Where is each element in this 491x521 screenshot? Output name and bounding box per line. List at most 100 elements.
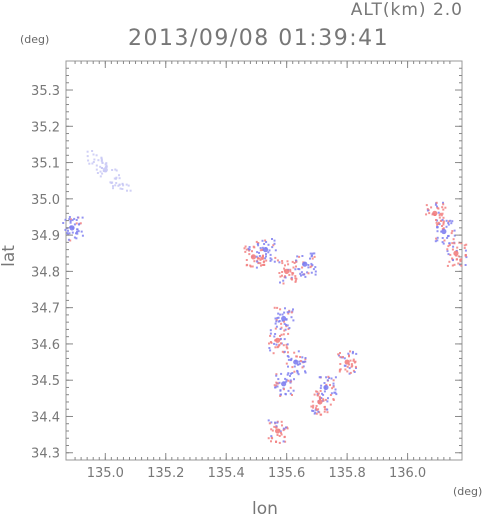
data-point [283,320,285,323]
data-point [301,366,304,369]
x-tick-label: 135.6 [268,466,305,481]
cluster-center [250,254,257,260]
data-point [284,393,287,396]
data-point [292,319,295,322]
cluster [273,372,295,397]
data-point [270,435,273,438]
data-point [332,382,335,385]
data-point [451,264,454,267]
data-point [104,165,107,168]
data-point [286,311,289,314]
data-point [317,408,320,411]
cluster [273,306,295,330]
data-point [75,232,77,235]
data-point [259,249,262,252]
data-point [315,408,318,411]
data-point [274,386,277,389]
data-point [290,277,293,280]
data-point [73,217,76,220]
data-point [274,333,277,335]
data-point [275,325,278,328]
data-point [438,216,441,219]
data-point [287,355,290,358]
data-point [278,441,281,444]
data-point [286,347,289,350]
data-point [303,273,306,276]
data-point [281,262,284,265]
axes: 135.0 135.2 135.4 135.6 135.8 136.0 34.3 34.4 34… [31,61,462,481]
data-point [265,253,267,256]
data-point [297,373,300,376]
data-point [264,257,267,260]
data-point [276,306,279,309]
data-point [276,434,279,436]
data-point [295,355,298,358]
data-point [292,266,295,269]
data-point [451,220,454,223]
data-point [288,310,291,313]
data-point [437,222,440,225]
data-point [245,248,248,251]
data-point [296,363,299,366]
data-point [312,268,315,271]
data-point [290,316,293,319]
data-point [273,239,276,242]
data-point [339,356,342,359]
data-point [99,175,102,178]
data-point [324,398,327,401]
data-point [322,399,325,402]
data-point [95,168,98,171]
data-point [287,351,289,354]
data-point [117,184,120,187]
data-point [320,413,323,416]
data-point [279,308,282,311]
data-point [263,263,266,266]
data-point [271,238,273,240]
data-point [126,189,128,192]
data-point [283,267,286,270]
data-point [286,260,289,263]
y-tick-label: 34.6 [31,338,60,353]
cluster-center [281,315,287,322]
data-point [279,313,282,316]
data-point [452,238,455,241]
data-point [274,256,277,259]
data-point [439,212,442,215]
cluster [86,150,132,192]
data-point [283,350,286,353]
data-point [127,184,130,187]
data-point [270,341,273,344]
data-point [349,350,352,353]
data-point [296,371,299,374]
data-point [292,389,295,392]
data-point [348,354,350,357]
data-point [318,395,321,398]
data-point [282,282,285,285]
data-point [283,388,285,391]
x-tick-label: 136.0 [389,466,426,481]
data-point [463,247,466,249]
data-point [310,405,313,408]
data-point [436,236,439,239]
data-point [453,242,456,245]
data-point [316,393,319,395]
data-point [283,322,286,325]
data-point [96,172,99,174]
cluster [276,259,298,285]
cluster-center [293,359,299,365]
data-point [340,356,343,359]
data-point [274,322,277,325]
data-point [259,258,262,261]
data-point [349,359,352,362]
data-point [64,228,67,231]
data-point [261,257,264,260]
data-point [273,306,276,309]
cluster-center [323,384,329,391]
data-point [335,393,338,396]
data-point [285,343,288,346]
data-point [278,381,281,384]
data-point [275,426,277,429]
data-point [352,359,355,362]
data-point [287,365,289,368]
data-point [451,242,454,245]
